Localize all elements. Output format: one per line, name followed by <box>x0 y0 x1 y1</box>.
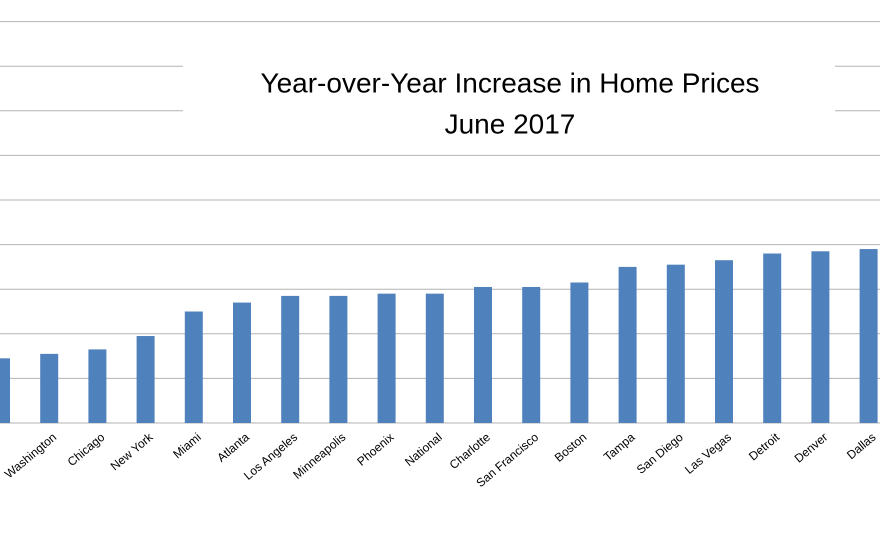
bar <box>618 266 637 423</box>
x-tick-label: Washington <box>2 430 59 481</box>
x-tick-label: Detroit <box>746 430 783 464</box>
bar <box>184 311 203 423</box>
bar <box>763 253 782 423</box>
bar <box>40 353 59 423</box>
bar <box>666 264 685 423</box>
x-tick-label: Boston <box>552 430 590 465</box>
x-tick-label: San Diego <box>634 430 686 477</box>
x-tick-label: Miami <box>170 430 204 461</box>
bar <box>136 336 155 423</box>
title-box <box>183 56 835 152</box>
x-tick-label: Tampa <box>601 430 638 464</box>
x-tick-label: Atlanta <box>214 430 252 465</box>
chart-title: Year-over-Year Increase in Home Prices <box>260 67 759 98</box>
bar <box>0 358 10 423</box>
bar <box>522 286 541 423</box>
x-tick-label: Dallas <box>844 430 879 462</box>
bar <box>425 293 444 423</box>
x-tick-label: Las Vegas <box>682 430 734 477</box>
bar <box>377 293 396 423</box>
x-tick-label: New York <box>108 429 157 473</box>
bar <box>859 249 878 423</box>
bars <box>0 249 878 423</box>
bar <box>570 282 589 423</box>
bar <box>329 295 348 423</box>
x-tick-label: National <box>402 430 445 469</box>
bar <box>88 349 107 423</box>
x-tick-label: Los Angeles <box>241 430 300 483</box>
bar <box>281 295 300 423</box>
x-labels: Washington Chicago New York Miami AtlantaLos… <box>2 429 879 490</box>
x-tick-label: Denver <box>792 430 831 466</box>
x-tick-label: Chicago <box>65 430 108 469</box>
bar <box>811 251 830 423</box>
x-tick-label: Charlotte <box>447 430 494 472</box>
x-tick-label: Phoenix <box>354 430 396 469</box>
bar <box>715 260 733 423</box>
x-tick-label: Minneapolis <box>290 430 348 482</box>
bar <box>233 302 251 423</box>
bar <box>474 286 492 423</box>
chart-subtitle: June 2017 <box>445 108 576 139</box>
